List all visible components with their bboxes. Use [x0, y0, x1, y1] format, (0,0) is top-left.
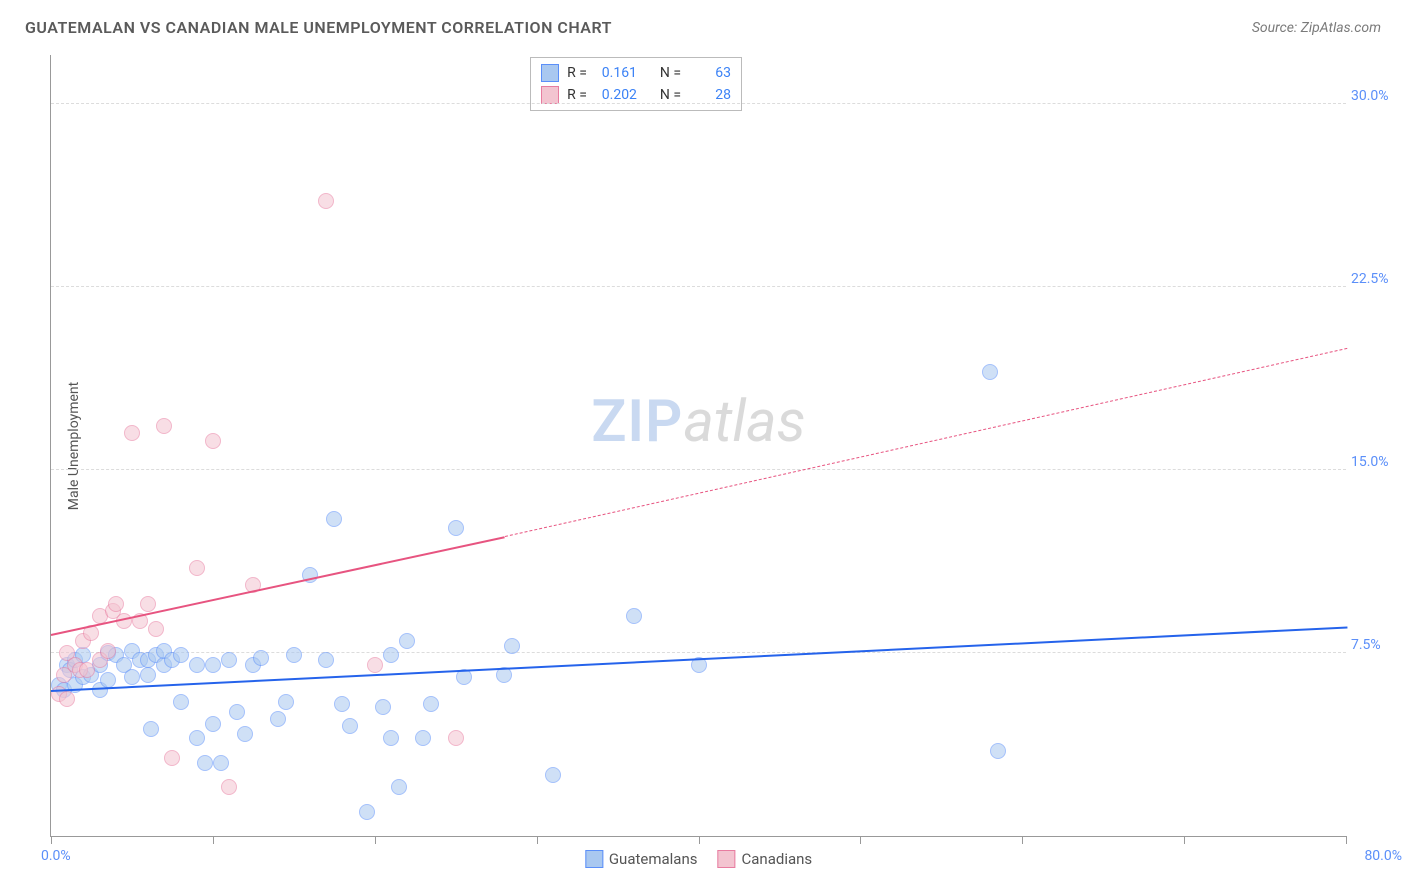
- scatter-point: [143, 721, 159, 737]
- scatter-point: [140, 667, 156, 683]
- stat-n-value: 28: [689, 87, 731, 103]
- legend-swatch: [585, 850, 603, 868]
- y-tick-label: 15.0%: [1351, 454, 1401, 470]
- x-tick: [1184, 836, 1185, 844]
- scatter-point: [326, 511, 342, 527]
- scatter-point: [270, 711, 286, 727]
- scatter-point: [205, 433, 221, 449]
- scatter-point: [189, 560, 205, 576]
- scatter-point: [237, 726, 253, 742]
- scatter-point: [197, 755, 213, 771]
- chart-title: GUATEMALAN VS CANADIAN MALE UNEMPLOYMENT…: [25, 18, 612, 37]
- stats-swatch: [541, 64, 559, 82]
- x-tick: [1022, 836, 1023, 844]
- legend-label: Canadians: [741, 850, 812, 868]
- scatter-point: [173, 647, 189, 663]
- scatter-point: [399, 633, 415, 649]
- scatter-point: [100, 672, 116, 688]
- x-tick: [375, 836, 376, 844]
- gridline-h: 22.5%: [51, 286, 1346, 287]
- scatter-point: [140, 596, 156, 612]
- scatter-point: [334, 696, 350, 712]
- scatter-point: [124, 425, 140, 441]
- scatter-point: [221, 779, 237, 795]
- title-bar: GUATEMALAN VS CANADIAN MALE UNEMPLOYMENT…: [25, 18, 1381, 37]
- scatter-point: [229, 704, 245, 720]
- scatter-point: [278, 694, 294, 710]
- scatter-point: [359, 804, 375, 820]
- scatter-point: [383, 647, 399, 663]
- scatter-point: [367, 657, 383, 673]
- gridline-h: 30.0%: [51, 103, 1346, 104]
- scatter-point: [448, 730, 464, 746]
- x-tick: [860, 836, 861, 844]
- legend-item: Canadians: [717, 850, 812, 868]
- legend-item: Guatemalans: [585, 850, 698, 868]
- trend-line: [51, 536, 505, 636]
- x-max-label: 80.0%: [1364, 848, 1402, 864]
- stat-r-value: 0.202: [595, 87, 637, 103]
- watermark-atlas: atlas: [683, 388, 805, 456]
- scatter-point: [221, 652, 237, 668]
- legend-swatch: [717, 850, 735, 868]
- scatter-point: [375, 699, 391, 715]
- gridline-h: 7.5%: [51, 652, 1346, 653]
- y-tick-label: 22.5%: [1351, 271, 1401, 287]
- stat-r-value: 0.161: [595, 65, 637, 81]
- x-tick: [213, 836, 214, 844]
- scatter-point: [990, 743, 1006, 759]
- scatter-point: [423, 696, 439, 712]
- scatter-point: [415, 730, 431, 746]
- x-tick: [51, 836, 52, 844]
- stats-row: R = 0.161 N = 63: [541, 62, 731, 84]
- scatter-point: [448, 520, 464, 536]
- scatter-point: [318, 193, 334, 209]
- scatter-point: [205, 716, 221, 732]
- stat-n-label: N =: [660, 87, 681, 103]
- y-tick-label: 7.5%: [1351, 637, 1401, 653]
- scatter-point: [391, 779, 407, 795]
- scatter-point: [189, 730, 205, 746]
- scatter-point: [253, 650, 269, 666]
- scatter-point: [545, 767, 561, 783]
- source-label: Source: ZipAtlas.com: [1252, 20, 1381, 36]
- stat-n-label: N =: [660, 65, 681, 81]
- scatter-point: [626, 608, 642, 624]
- scatter-point: [156, 418, 172, 434]
- x-min-label: 0.0%: [41, 848, 71, 864]
- scatter-point: [205, 657, 221, 673]
- chart-container: GUATEMALAN VS CANADIAN MALE UNEMPLOYMENT…: [0, 0, 1406, 892]
- scatter-point: [189, 657, 205, 673]
- scatter-point: [164, 750, 180, 766]
- scatter-point: [286, 647, 302, 663]
- watermark: ZIPatlas: [591, 388, 805, 456]
- legend-label: Guatemalans: [609, 850, 698, 868]
- scatter-point: [59, 691, 75, 707]
- trend-line-dashed: [504, 348, 1347, 537]
- scatter-point: [342, 718, 358, 734]
- y-tick-label: 30.0%: [1351, 88, 1401, 104]
- stats-swatch: [541, 86, 559, 104]
- scatter-point: [982, 364, 998, 380]
- bottom-legend: Guatemalans Canadians: [585, 850, 812, 868]
- scatter-point: [173, 694, 189, 710]
- plot-area: ZIPatlas R = 0.161 N = 63R = 0.202 N = 2…: [50, 55, 1346, 837]
- gridline-h: 15.0%: [51, 469, 1346, 470]
- scatter-point: [383, 730, 399, 746]
- scatter-point: [100, 643, 116, 659]
- scatter-point: [213, 755, 229, 771]
- x-tick: [1346, 836, 1347, 844]
- scatter-point: [148, 621, 164, 637]
- scatter-point: [504, 638, 520, 654]
- stat-n-value: 63: [689, 65, 731, 81]
- watermark-zip: ZIP: [591, 388, 683, 456]
- scatter-point: [318, 652, 334, 668]
- scatter-point: [108, 596, 124, 612]
- trend-line: [51, 627, 1347, 693]
- stat-r-label: R =: [567, 65, 587, 81]
- x-tick: [699, 836, 700, 844]
- stat-r-label: R =: [567, 87, 587, 103]
- scatter-point: [124, 669, 140, 685]
- x-tick: [537, 836, 538, 844]
